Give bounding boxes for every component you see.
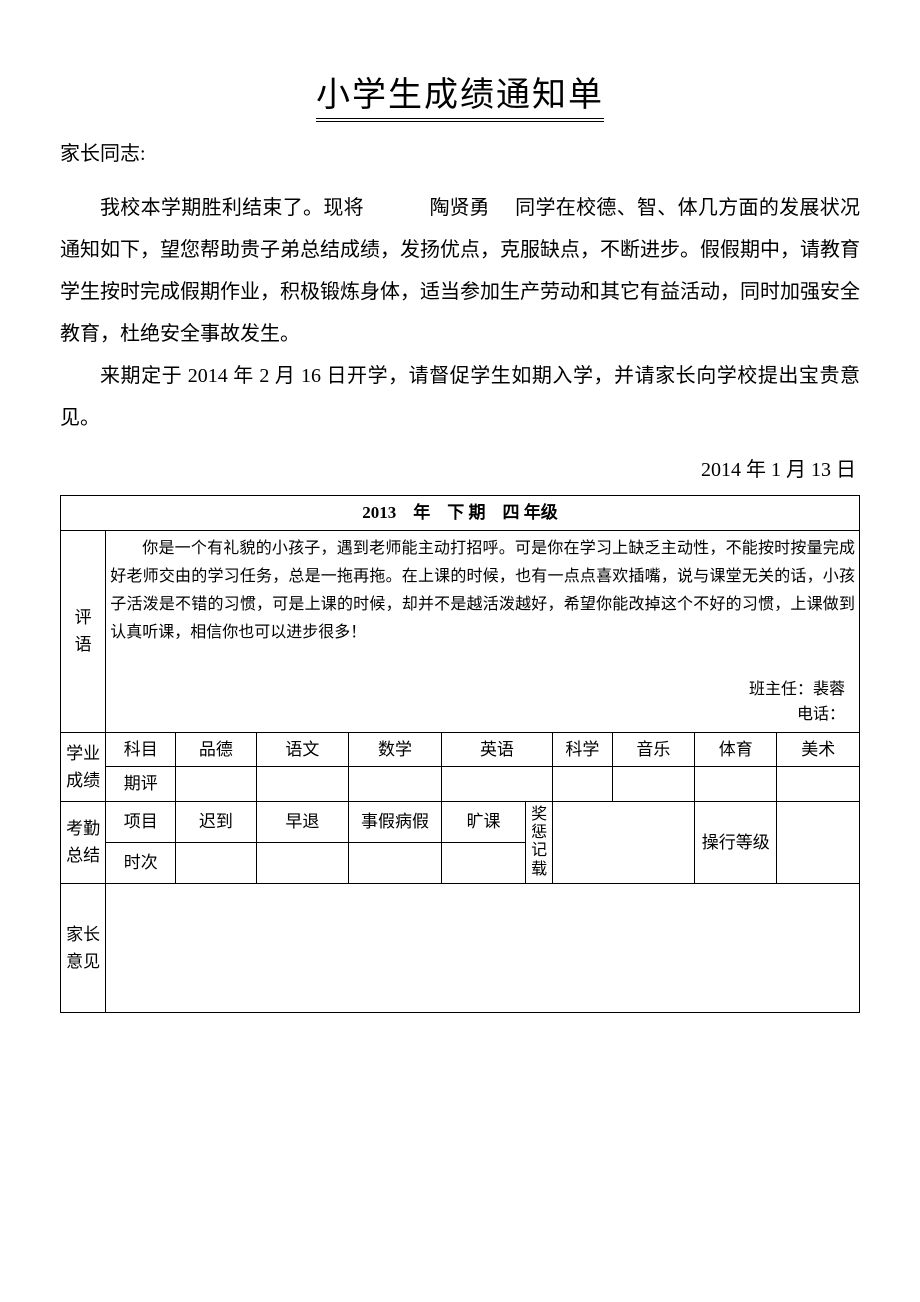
term-eval-4 bbox=[553, 767, 613, 802]
subject-1: 语文 bbox=[256, 732, 349, 767]
subject-row-label: 科目 bbox=[106, 732, 176, 767]
term-eval-7 bbox=[777, 767, 860, 802]
term-eval-6 bbox=[695, 767, 777, 802]
attendance-count-3 bbox=[441, 842, 525, 883]
reward-record-label: 奖惩记载 bbox=[526, 801, 553, 884]
attendance-count-1 bbox=[256, 842, 349, 883]
attendance-item-0: 迟到 bbox=[176, 801, 256, 842]
parent-opinion-row: 家长意见 bbox=[61, 884, 860, 1013]
term-eval-2 bbox=[349, 767, 442, 802]
term-eval-3 bbox=[441, 767, 552, 802]
parent-opinion-value bbox=[106, 884, 860, 1013]
subject-6: 体育 bbox=[695, 732, 777, 767]
attendance-count-0 bbox=[176, 842, 256, 883]
term-eval-label: 期评 bbox=[106, 767, 176, 802]
intro-paragraph-2: 来期定于 2014 年 2 月 16 日开学，请督促学生如期入学，并请家长向学校… bbox=[60, 355, 860, 439]
attendance-count-label: 时次 bbox=[106, 842, 176, 883]
subject-2: 数学 bbox=[349, 732, 442, 767]
grades-subject-row: 学业成绩 科目 品德 语文 数学 英语 科学 音乐 体育 美术 bbox=[61, 732, 860, 767]
reward-record-value bbox=[553, 801, 695, 884]
attendance-item-2: 事假病假 bbox=[349, 801, 442, 842]
comment-row: 评 语 你是一个有礼貌的小孩子，遇到老师能主动打招呼。可是你在学习上缺乏主动性，… bbox=[61, 530, 860, 732]
attendance-item-3: 旷课 bbox=[441, 801, 525, 842]
phone-label: 电话： bbox=[797, 706, 845, 723]
teacher-label: 班主任： bbox=[749, 681, 813, 698]
report-card-page: 小学生成绩通知单 家长同志: 我校本学期胜利结束了。现将 陶贤勇 同学在校德、智… bbox=[60, 70, 860, 1013]
grades-eval-row: 期评 bbox=[61, 767, 860, 802]
intro-paragraph-1: 我校本学期胜利结束了。现将 陶贤勇 同学在校德、智、体几方面的发展状况通知如下，… bbox=[60, 187, 860, 355]
grades-label: 学业成绩 bbox=[61, 732, 106, 801]
page-title-text: 小学生成绩通知单 bbox=[316, 77, 604, 122]
term-eval-5 bbox=[612, 767, 694, 802]
attendance-label: 考勤总结 bbox=[61, 801, 106, 884]
subject-4: 科学 bbox=[553, 732, 613, 767]
comment-cell: 你是一个有礼貌的小孩子，遇到老师能主动打招呼。可是你在学习上缺乏主动性，不能按时… bbox=[106, 530, 860, 732]
subject-5: 音乐 bbox=[612, 732, 694, 767]
parent-opinion-label: 家长意见 bbox=[61, 884, 106, 1013]
report-table: 2013 年 下 期 四 年级 评 语 你是一个有礼貌的小孩子，遇到老师能主动打… bbox=[60, 495, 860, 1013]
subject-7: 美术 bbox=[777, 732, 860, 767]
comment-signature: 班主任：裴蓉 电话： bbox=[110, 677, 855, 728]
attendance-count-2 bbox=[349, 842, 442, 883]
subject-3: 英语 bbox=[441, 732, 552, 767]
semester-row: 2013 年 下 期 四 年级 bbox=[61, 496, 860, 531]
subject-0: 品德 bbox=[176, 732, 256, 767]
attendance-item-row: 考勤总结 项目 迟到 早退 事假病假 旷课 奖惩记载 操行等级 bbox=[61, 801, 860, 842]
intro-part-1: 我校本学期胜利结束了。现将 bbox=[100, 197, 384, 219]
comment-body: 你是一个有礼貌的小孩子，遇到老师能主动打招呼。可是你在学习上缺乏主动性，不能按时… bbox=[110, 535, 855, 647]
conduct-grade-label: 操行等级 bbox=[695, 801, 777, 884]
page-title: 小学生成绩通知单 bbox=[60, 70, 860, 121]
term-eval-0 bbox=[176, 767, 256, 802]
salutation: 家长同志: bbox=[60, 139, 860, 169]
attendance-item-label: 项目 bbox=[106, 801, 176, 842]
report-date: 2014 年 1 月 13 日 bbox=[60, 455, 856, 485]
attendance-item-1: 早退 bbox=[256, 801, 349, 842]
comment-label: 评 语 bbox=[61, 530, 106, 732]
student-name: 陶贤勇 bbox=[390, 187, 490, 229]
term-eval-1 bbox=[256, 767, 349, 802]
teacher-name: 裴蓉 bbox=[813, 681, 845, 698]
semester-header: 2013 年 下 期 四 年级 bbox=[61, 496, 860, 531]
conduct-grade-value bbox=[777, 801, 860, 884]
